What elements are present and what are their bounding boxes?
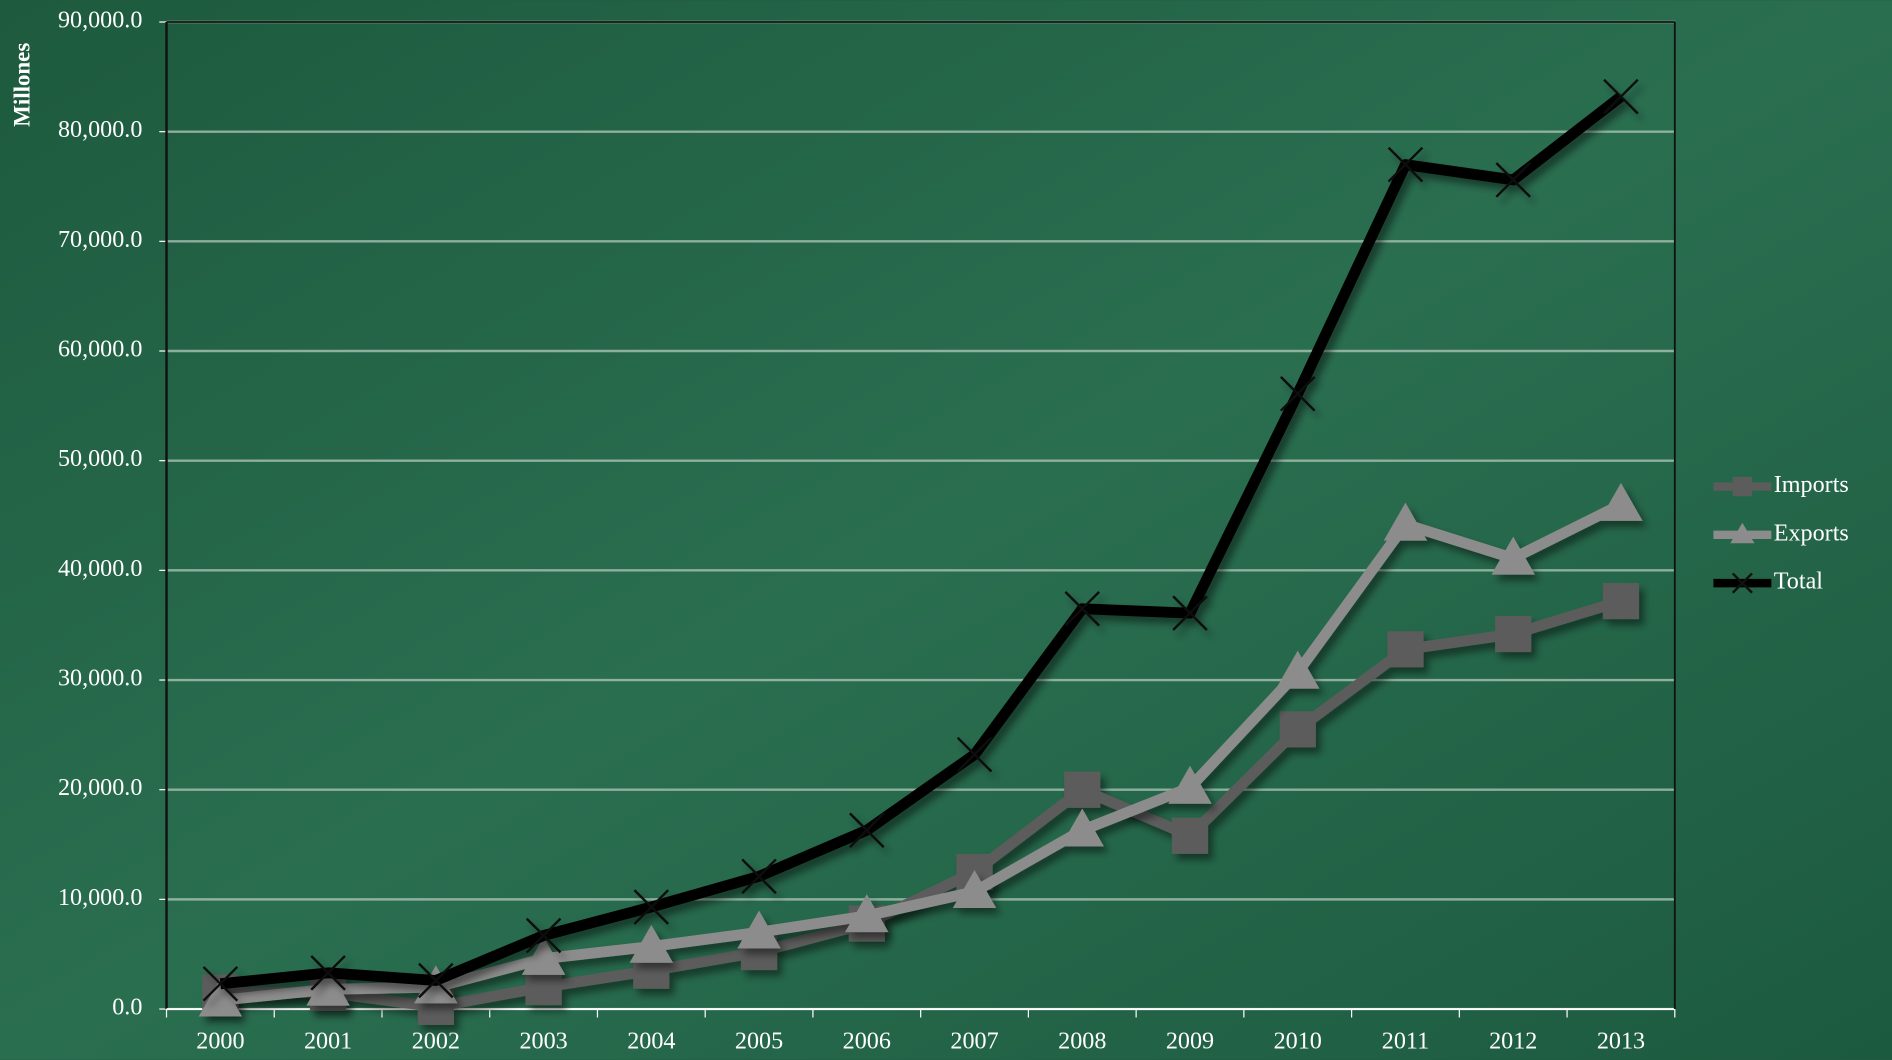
marker — [1276, 650, 1320, 689]
legend-marker — [1732, 476, 1753, 497]
x-tick-label: 2004 — [627, 1027, 675, 1054]
marker — [1603, 78, 1639, 115]
legend-marker — [1730, 522, 1755, 544]
marker — [737, 910, 781, 949]
y-tick-label: 60,000.0 — [58, 336, 142, 363]
y-tick-label: 40,000.0 — [58, 555, 142, 582]
marker — [629, 924, 674, 963]
marker — [198, 978, 243, 1017]
y-tick-label: 80,000.0 — [58, 116, 142, 143]
marker — [1064, 590, 1101, 627]
marker — [741, 858, 777, 895]
x-tick-label: 2013 — [1597, 1027, 1645, 1054]
y-axis-label: Millones — [9, 43, 34, 127]
line — [219, 499, 1624, 1006]
marker — [525, 968, 562, 1006]
y-tick-label: 30,000.0 — [58, 665, 142, 692]
marker — [1383, 502, 1428, 541]
legend-marker — [1731, 572, 1753, 594]
marker — [1602, 582, 1640, 620]
x-tick-label: 2003 — [519, 1027, 567, 1054]
y-tick-label: 70,000.0 — [58, 226, 142, 253]
marker — [1060, 808, 1104, 847]
marker — [1387, 631, 1424, 668]
marker — [1168, 765, 1212, 804]
marker — [952, 869, 997, 908]
marker — [956, 736, 993, 773]
x-tick-label: 2012 — [1489, 1027, 1537, 1054]
series — [202, 78, 1639, 1002]
marker — [849, 812, 885, 849]
x-tick-label: 2002 — [412, 1027, 460, 1054]
marker — [1279, 711, 1316, 748]
marker — [633, 889, 670, 925]
marker — [1495, 615, 1532, 653]
y-tick-label: 20,000.0 — [58, 774, 142, 801]
y-tick-label: 50,000.0 — [58, 445, 142, 472]
marker — [418, 962, 454, 999]
marker — [1279, 376, 1316, 412]
marker — [306, 967, 350, 1006]
marker — [1172, 595, 1208, 631]
x-tick-label: 2006 — [843, 1027, 891, 1054]
marker — [310, 955, 346, 991]
legend-label: Imports — [1774, 471, 1849, 498]
x-tick-label: 2009 — [1166, 1027, 1214, 1054]
legend-label: Exports — [1774, 519, 1849, 546]
marker — [202, 966, 239, 1002]
marker — [525, 917, 562, 954]
marker — [845, 894, 889, 933]
y-tick-label: 0.0 — [112, 994, 142, 1021]
line — [219, 92, 1625, 990]
x-tick-label: 2007 — [950, 1027, 998, 1054]
marker — [1171, 817, 1209, 854]
x-tick-label: 2008 — [1058, 1027, 1106, 1054]
x-tick-label: 2005 — [735, 1027, 783, 1054]
y-tick-label: 90,000.0 — [58, 7, 142, 34]
legend-label: Total — [1774, 568, 1824, 595]
marker — [1495, 162, 1531, 198]
y-tick-label: 10,000.0 — [58, 884, 142, 911]
x-tick-label: 2011 — [1382, 1027, 1429, 1054]
marker — [1387, 146, 1424, 183]
marker — [1064, 771, 1101, 808]
marker — [521, 936, 566, 975]
x-tick-label: 2000 — [196, 1027, 244, 1054]
series — [198, 482, 1643, 1017]
x-tick-label: 2001 — [304, 1027, 352, 1054]
marker — [1599, 482, 1643, 521]
x-tick-label: 2010 — [1274, 1027, 1322, 1054]
marker — [1491, 536, 1535, 575]
